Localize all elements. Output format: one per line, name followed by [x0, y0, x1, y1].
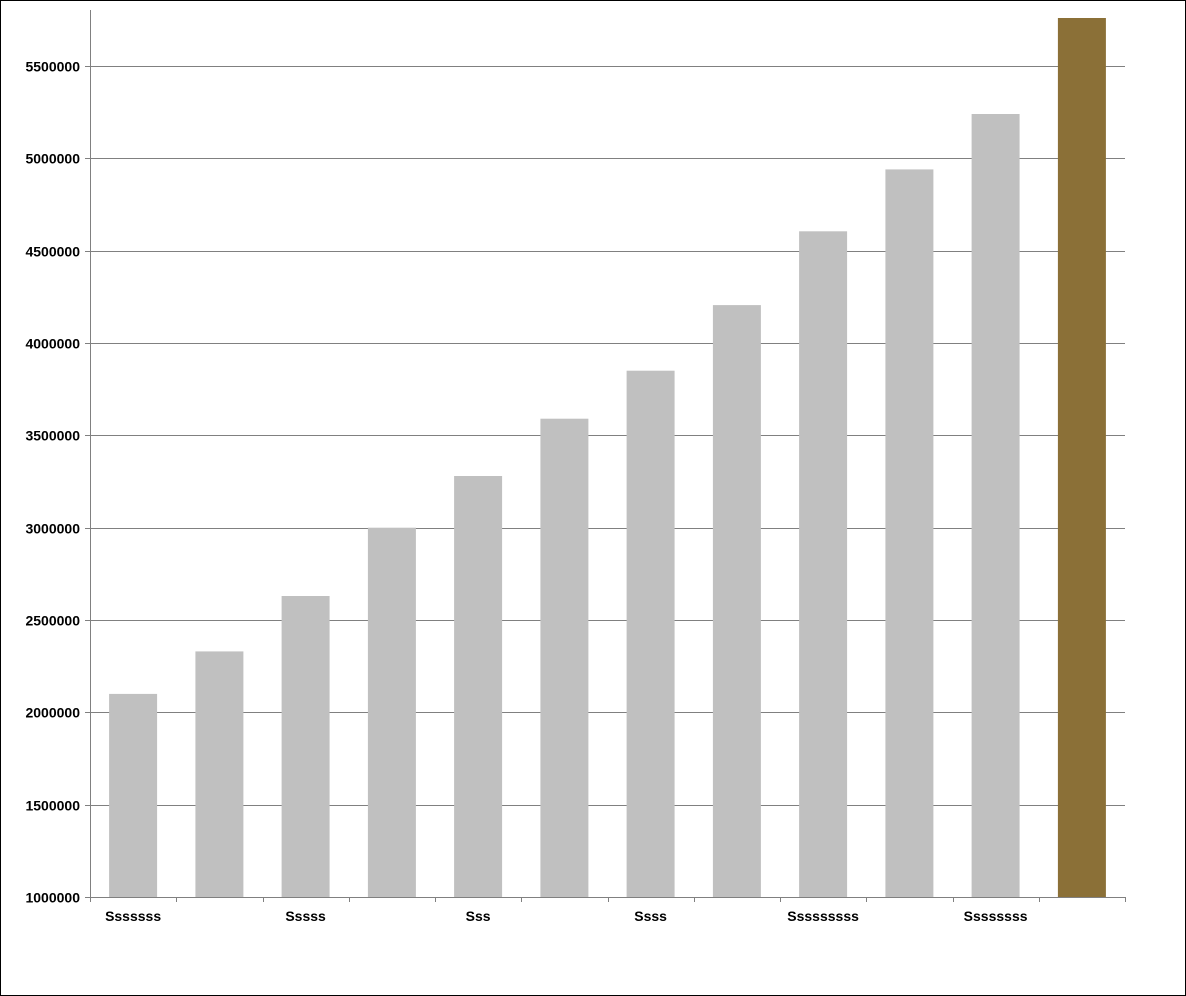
- bars: [109, 18, 1106, 898]
- y-tick-label: 1000000: [25, 890, 80, 906]
- bar: [109, 693, 158, 897]
- bar: [195, 651, 244, 897]
- x-tick-label: Sssssssss: [787, 908, 859, 924]
- bar: [454, 476, 503, 897]
- x-tick-label: Ssssssss: [964, 908, 1028, 924]
- y-tick-label: 2000000: [25, 705, 80, 721]
- y-tick-label: 5000000: [25, 151, 80, 167]
- x-tick-label: Ssss: [634, 908, 667, 924]
- y-tick-label: 5500000: [25, 59, 80, 75]
- bar: [799, 231, 848, 898]
- axes: [85, 10, 1126, 902]
- y-tick-label: 3500000: [25, 428, 80, 444]
- bar: [885, 169, 934, 897]
- bar: [971, 114, 1020, 897]
- x-tick-label: Sss: [466, 908, 491, 924]
- bar: [712, 305, 761, 898]
- bar: [367, 527, 416, 897]
- x-tick-label: Sssss: [285, 908, 326, 924]
- bar: [1057, 18, 1106, 897]
- bar: [281, 596, 330, 897]
- bar: [540, 418, 589, 897]
- y-tick-label: 1500000: [25, 798, 80, 814]
- y-tick-label: 4500000: [25, 244, 80, 260]
- y-tick-label: 3000000: [25, 521, 80, 537]
- tick-labels: 1000000 1500000 2000000 2500000 3000000 35000…: [25, 59, 1027, 925]
- y-tick-label: 2500000: [25, 613, 80, 629]
- x-tick-label: Sssssss: [105, 908, 161, 924]
- gridlines: [90, 66, 1125, 806]
- y-tick-label: 4000000: [25, 336, 80, 352]
- bar: [626, 370, 675, 897]
